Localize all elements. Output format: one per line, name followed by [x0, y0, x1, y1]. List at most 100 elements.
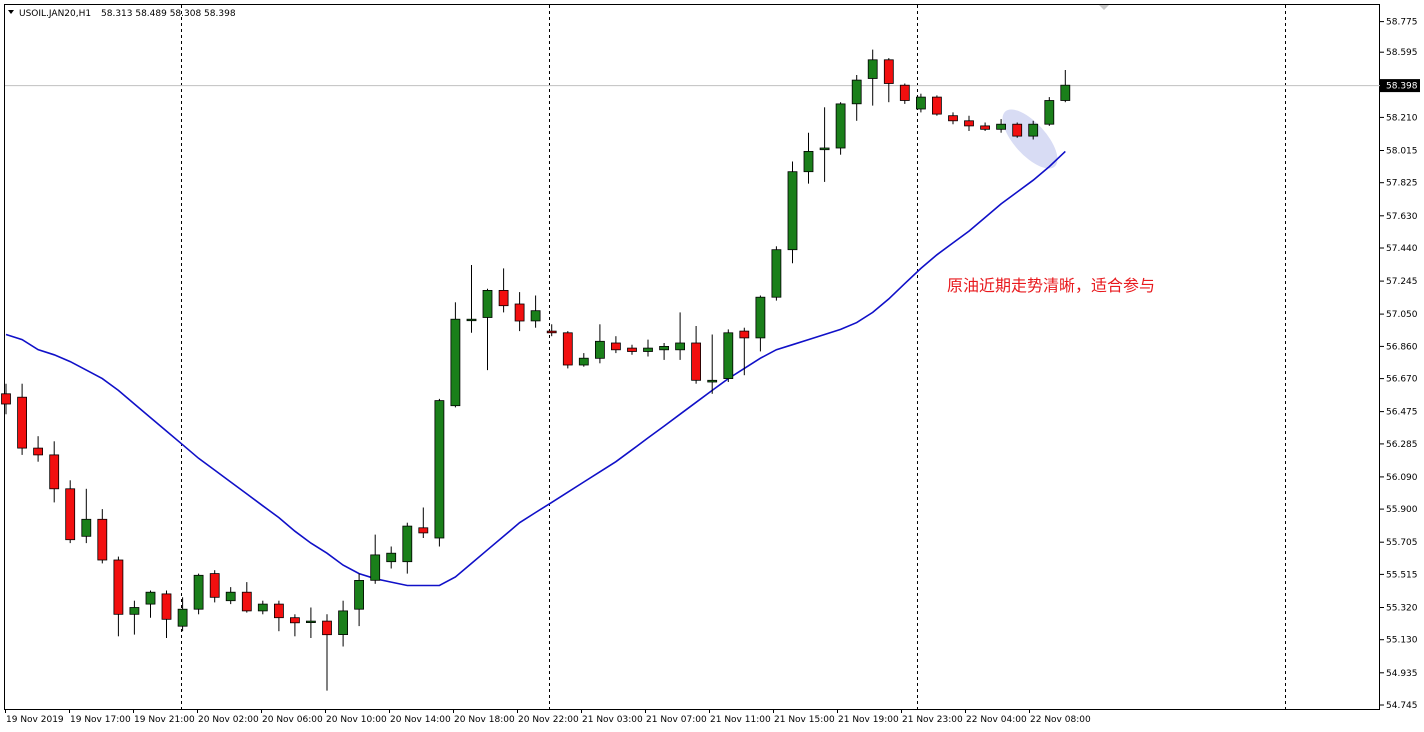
candle	[675, 312, 685, 360]
candle	[65, 480, 76, 544]
candle	[209, 570, 220, 603]
candle-body	[867, 59, 878, 79]
candle-body	[787, 171, 798, 251]
y-tick-label: 54.745	[1386, 701, 1418, 711]
candle-body	[33, 447, 43, 456]
y-tick-label: 56.670	[1386, 375, 1418, 385]
candle	[803, 132, 814, 184]
x-tick-label: 21 Nov 19:00	[838, 715, 899, 725]
candle	[81, 488, 92, 544]
x-tick-label: 21 Nov 11:00	[710, 715, 771, 725]
candle-body	[803, 150, 814, 173]
y-tick-label: 57.825	[1386, 179, 1418, 189]
candle-body	[65, 488, 76, 541]
candle-body	[273, 603, 284, 619]
candle-body	[514, 303, 525, 322]
candle-body	[370, 554, 381, 581]
y-tick-label: 54.935	[1386, 669, 1418, 679]
x-tick-label: 20 Nov 18:00	[454, 715, 515, 725]
candle	[434, 398, 445, 547]
y-tick-label: 55.130	[1386, 636, 1418, 646]
candle	[546, 324, 557, 337]
y-tick-label: 58.595	[1386, 48, 1418, 58]
candle-body	[257, 603, 268, 612]
y-tick-label: 58.015	[1386, 147, 1418, 157]
y-tick-label: 58.210	[1386, 113, 1418, 123]
candle	[177, 597, 188, 632]
candle-body	[771, 249, 782, 298]
candle-body	[161, 593, 172, 620]
y-tick-label: 56.090	[1386, 473, 1418, 483]
dropdown-arrow-icon[interactable]	[8, 10, 14, 14]
candle	[996, 119, 1006, 133]
candle	[1012, 122, 1023, 138]
candle-body	[883, 59, 894, 84]
current-price-label: 58.398	[1386, 82, 1418, 92]
candle	[145, 590, 156, 618]
candle-body	[17, 396, 28, 449]
candle	[851, 75, 862, 121]
candle-body	[129, 607, 140, 615]
candle-body	[562, 332, 573, 366]
candle-body	[498, 289, 509, 307]
candle	[273, 600, 284, 632]
candle	[932, 95, 942, 116]
candle-body	[145, 591, 156, 605]
y-tick-label: 57.050	[1386, 310, 1418, 320]
candle	[370, 534, 381, 584]
candle	[17, 383, 28, 455]
y-tick-label: 56.860	[1386, 342, 1418, 352]
candle	[1060, 70, 1071, 103]
candle	[97, 509, 108, 564]
time-axis: 19 Nov 2019 19 Nov 17:00 19 Nov 21:00 20 No…	[5, 709, 1091, 725]
candle	[257, 600, 268, 615]
candle	[835, 102, 846, 155]
candle	[161, 590, 172, 638]
candle	[466, 265, 477, 333]
candle-body	[418, 527, 429, 534]
candle-body	[1, 393, 11, 405]
x-tick-label: 19 Nov 21:00	[134, 715, 195, 725]
x-tick-label: 22 Nov 04:00	[966, 715, 1027, 725]
candle	[627, 344, 637, 355]
x-tick-label: 20 Nov 22:00	[518, 715, 579, 725]
candle	[1044, 97, 1055, 126]
candle	[49, 441, 60, 503]
x-tick-label: 21 Nov 15:00	[774, 715, 835, 725]
candle	[883, 58, 894, 103]
candle	[643, 339, 653, 357]
candle-body	[916, 96, 926, 110]
candle-body	[627, 347, 637, 352]
candle-body	[980, 125, 990, 130]
candle-body	[611, 342, 621, 351]
candle	[498, 268, 509, 313]
candle	[450, 302, 461, 408]
y-tick-label: 58.775	[1386, 18, 1418, 28]
candle-body	[851, 79, 862, 105]
candle-body	[354, 580, 365, 610]
candle	[402, 522, 413, 574]
candle	[739, 327, 750, 376]
y-tick-label: 55.320	[1386, 604, 1418, 614]
candle	[755, 295, 766, 352]
candle-body	[819, 147, 830, 151]
candle-body	[739, 330, 750, 339]
candle-body	[482, 289, 493, 318]
candle-body	[530, 310, 541, 322]
candle	[289, 614, 300, 637]
annotation-text: 原油近期走势清晰，适合参与	[947, 276, 1155, 295]
candle	[916, 93, 926, 113]
candle-body	[450, 318, 461, 407]
candle-body	[338, 610, 349, 636]
scroll-marker-icon[interactable]	[1099, 5, 1109, 10]
candle-body	[755, 296, 766, 339]
candle-body	[241, 591, 252, 612]
candle	[964, 115, 974, 131]
candle-body	[1044, 100, 1055, 125]
candle-body	[707, 379, 718, 383]
candle-body	[643, 347, 653, 352]
x-tick-label: 21 Nov 23:00	[902, 715, 963, 725]
candle-body	[899, 84, 910, 101]
candle	[611, 336, 621, 354]
candle	[771, 246, 782, 301]
